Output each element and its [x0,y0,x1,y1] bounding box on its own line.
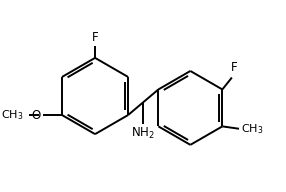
Text: F: F [92,31,98,44]
Text: CH$_3$: CH$_3$ [1,108,24,122]
Text: F: F [231,61,238,74]
Text: NH$_2$: NH$_2$ [131,126,155,141]
Text: CH$_3$: CH$_3$ [241,122,264,136]
Text: O: O [32,108,41,122]
